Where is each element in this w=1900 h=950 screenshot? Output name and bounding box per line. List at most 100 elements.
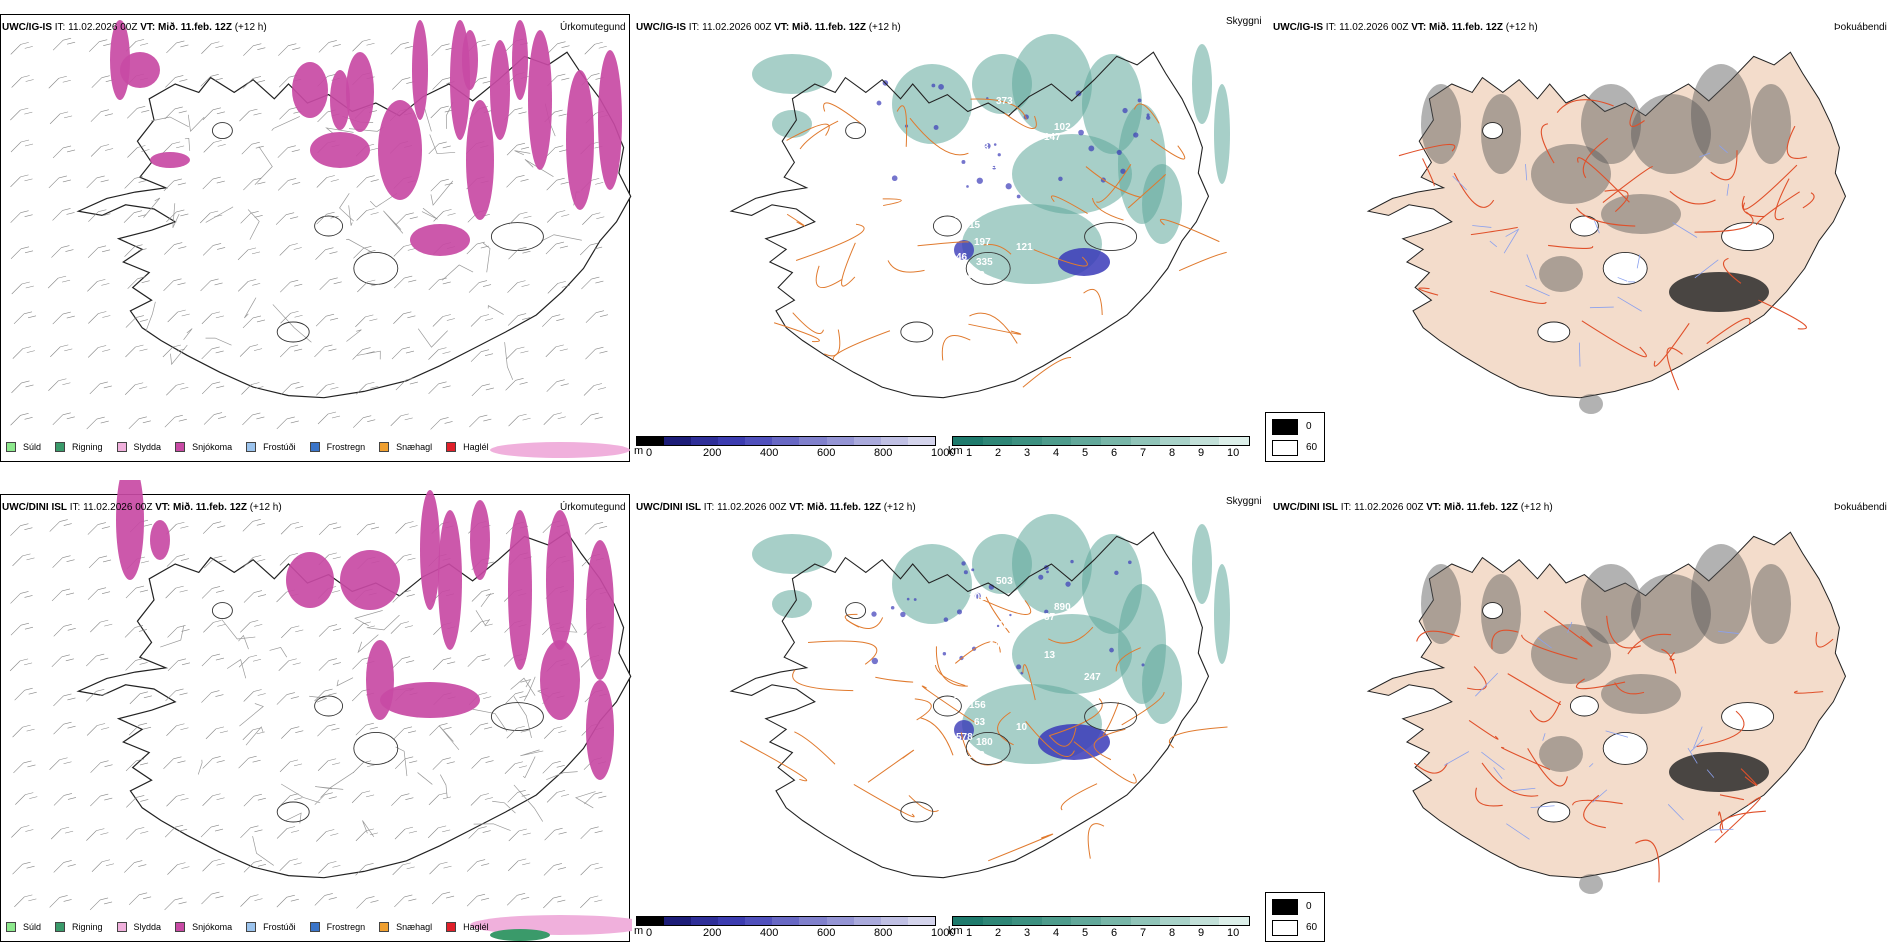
fog-shade bbox=[1531, 624, 1611, 684]
model-name: UWC/IG-IS bbox=[2, 22, 52, 33]
visibility-label: Skyggni bbox=[1226, 16, 1262, 27]
iceland-coastline bbox=[729, 51, 1210, 399]
cloud-base-pixel bbox=[1088, 145, 1095, 152]
glacier-outline bbox=[1084, 222, 1138, 252]
snow-patch bbox=[528, 30, 552, 170]
low-visibility-area bbox=[752, 534, 832, 574]
precip-legend-item: Frostúði bbox=[246, 922, 296, 932]
visibility-tick: 4 bbox=[1053, 447, 1060, 459]
precip-legend-label: Haglél bbox=[463, 922, 489, 932]
init-label: IT: bbox=[688, 22, 700, 33]
visibility-swatch bbox=[982, 437, 1013, 445]
precip-legend-swatch bbox=[6, 442, 16, 452]
visibility-panel: UWC/DINI ISL IT: 11.02.2026 00Z VT: Mið.… bbox=[634, 480, 1269, 950]
precip-legend-swatch bbox=[175, 922, 186, 932]
snow-patch bbox=[150, 520, 170, 560]
low-visibility-area bbox=[1142, 164, 1182, 244]
cloud-base-pixel bbox=[1016, 194, 1021, 199]
precip-legend-item: Haglél bbox=[446, 442, 489, 452]
cloud-base-value: 335 bbox=[976, 257, 993, 268]
visibility-swatch bbox=[1160, 437, 1190, 445]
model-name: UWC/DINI ISL bbox=[2, 502, 67, 513]
model-row-ig-is: UWC/IG-IS IT: 11.02.2026 00Z VT: Mið. 11… bbox=[0, 0, 1900, 470]
cloud-base-pixel bbox=[1146, 113, 1150, 117]
cloud-base-tick: 200 bbox=[703, 447, 722, 459]
snow-patch bbox=[346, 52, 374, 132]
precip-legend-label: Snjókoma bbox=[192, 442, 233, 452]
cloud-base-pixel bbox=[931, 83, 936, 88]
iceland-coastline bbox=[729, 531, 1210, 879]
cloud-base-swatch bbox=[880, 917, 908, 925]
low-visibility-area bbox=[1012, 614, 1132, 694]
visibility-ticks: 1 2 3 4 5 6 7 8 9 10 bbox=[952, 446, 1250, 460]
visibility-tick: 7 bbox=[1140, 927, 1147, 939]
cloud-base-swatch bbox=[853, 437, 881, 445]
low-visibility-area bbox=[1192, 44, 1212, 124]
glacier bbox=[1569, 215, 1599, 237]
cloud-base-value: 180 bbox=[976, 737, 993, 748]
valid-label: VT: bbox=[1426, 502, 1442, 513]
model-name: UWC/IG-IS bbox=[1273, 22, 1323, 33]
cloud-base-swatch bbox=[853, 917, 881, 925]
low-visibility-area bbox=[1192, 524, 1212, 604]
visibility-swatch bbox=[1160, 917, 1190, 925]
cloud-base-pixel bbox=[1141, 663, 1145, 667]
visibility-tick: 10 bbox=[1227, 447, 1240, 459]
init-label: IT: bbox=[703, 502, 715, 513]
cloud-base-value: 363 bbox=[968, 750, 985, 761]
visibility-swatch bbox=[1100, 437, 1131, 445]
low-visibility-area bbox=[772, 110, 812, 138]
cloud-base-value: 46 bbox=[956, 252, 968, 263]
visibility-tick: 9 bbox=[1198, 927, 1205, 939]
cloud-base-pixel bbox=[890, 605, 895, 610]
snow-patch bbox=[412, 20, 428, 120]
visibility-colorbar: 1 2 3 4 5 6 7 8 9 10 km bbox=[948, 916, 1250, 942]
cloud-base-pixel bbox=[1133, 132, 1139, 138]
snow-patch bbox=[598, 50, 622, 190]
precip-legend-label: Snjókoma bbox=[192, 922, 233, 932]
model-name: UWC/DINI ISL bbox=[636, 502, 701, 513]
low-visibility-area bbox=[1214, 84, 1230, 184]
cloud-base-swatch bbox=[637, 917, 665, 925]
cloud-base-pixel bbox=[906, 597, 910, 601]
cloud-base-value: 503 bbox=[996, 576, 1013, 587]
low-visibility-area bbox=[1214, 564, 1230, 664]
model-row-dini-isl: UWC/DINI ISL IT: 11.02.2026 00Z VT: Mið.… bbox=[0, 480, 1900, 950]
visibility-field bbox=[752, 34, 1230, 284]
glacier-outline bbox=[900, 321, 934, 343]
precip-legend-swatch bbox=[116, 442, 127, 452]
cloud-base-pixel bbox=[900, 611, 906, 618]
cloud-base-value: 110 bbox=[934, 682, 951, 693]
snow-patch bbox=[508, 510, 532, 670]
fog-indicator-panel: UWC/IG-IS IT: 11.02.2026 00Z VT: Mið. 11… bbox=[1271, 0, 1900, 470]
precip-legend-swatch bbox=[175, 442, 186, 452]
visibility-tick: 4 bbox=[1053, 927, 1060, 939]
cloud-base-swatches bbox=[636, 916, 936, 926]
visibility-tick: 8 bbox=[1169, 447, 1176, 459]
cloud-base-tick: 1000 bbox=[931, 447, 956, 459]
fog-indicator-panel: UWC/DINI ISL IT: 11.02.2026 00Z VT: Mið.… bbox=[1271, 480, 1900, 950]
cloud-base-tick: 400 bbox=[760, 447, 779, 459]
cloud-base-pixel bbox=[1078, 129, 1084, 136]
snow-patch bbox=[466, 100, 494, 220]
cloud-base-pixel bbox=[1109, 647, 1114, 653]
cloud-base-pixel bbox=[1038, 574, 1044, 580]
valid-value: Mið. 11.feb. 12Z bbox=[1444, 502, 1518, 513]
fog-shade bbox=[1581, 564, 1641, 644]
visibility-swatch bbox=[1130, 437, 1161, 445]
low-visibility-area bbox=[1012, 134, 1132, 214]
cloud-base-swatch bbox=[664, 437, 692, 445]
cloud-base-pixel bbox=[966, 185, 969, 188]
precip-legend: Súld Rigning Slydda Snjókoma Frostúði Frostre… bbox=[6, 918, 503, 936]
cloud-base-pixel bbox=[993, 143, 997, 146]
cloud-base-swatch bbox=[664, 917, 692, 925]
cloud-base-swatch bbox=[799, 917, 827, 925]
visibility-tick: 6 bbox=[1111, 927, 1118, 939]
cloud-base-pixel bbox=[1005, 183, 1012, 190]
glacier bbox=[1537, 801, 1571, 823]
cloud-base-value: 63 bbox=[974, 717, 986, 728]
visibility-ticks: 1 2 3 4 5 6 7 8 9 10 bbox=[952, 926, 1250, 940]
precip-legend-item: Frostregn bbox=[309, 442, 365, 452]
cloud-base-swatch bbox=[772, 917, 800, 925]
precip-panel-title: UWC/IG-IS IT: 11.02.2026 00Z VT: Mið. 11… bbox=[2, 22, 267, 33]
